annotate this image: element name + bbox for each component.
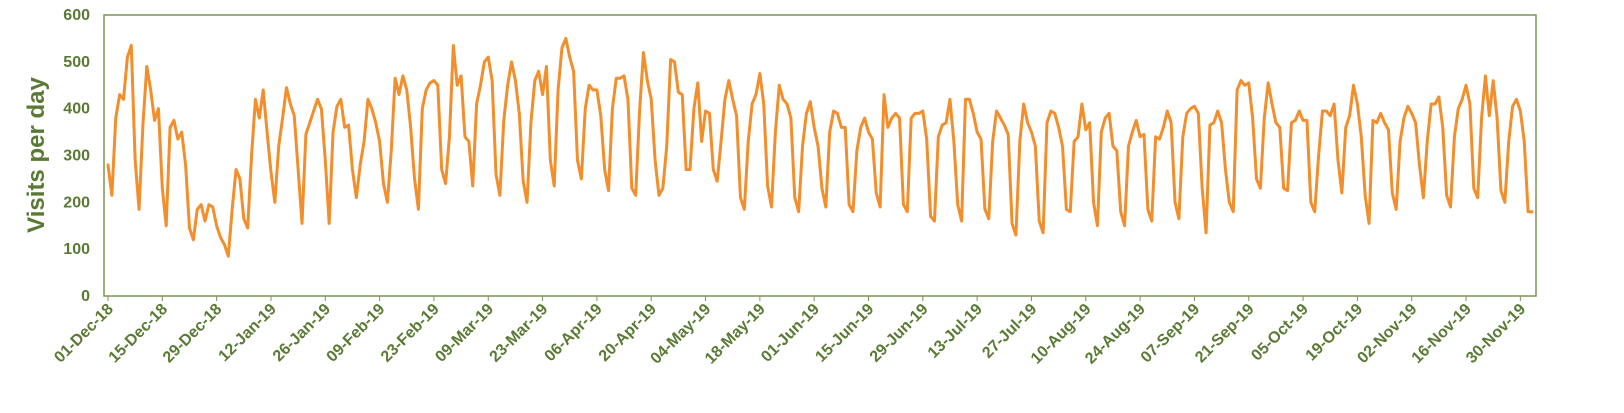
y-axis-title: Visits per day: [23, 77, 50, 233]
plot-area-frame: [103, 14, 1537, 297]
x-tick-label: 01-Jun-19: [758, 301, 823, 366]
x-tick-label: 05-Oct-19: [1248, 301, 1312, 365]
x-tick-label: 29-Jun-19: [867, 301, 932, 366]
series-line-visits: [106, 36, 1534, 258]
x-tick-label: 23-Mar-19: [487, 301, 552, 366]
x-tick-label: 09-Mar-19: [432, 301, 497, 366]
y-tick-label: 0: [81, 288, 90, 305]
y-tick-label: 100: [63, 241, 90, 258]
x-tick-label: 30-Nov-19: [1463, 301, 1529, 367]
x-tick-marks: [107, 296, 1521, 301]
x-tick-label: 15-Jun-19: [812, 301, 877, 366]
x-tick-label: 06-Apr-19: [542, 301, 606, 365]
x-tick-label: 23-Feb-19: [378, 301, 443, 366]
y-tick-label: 500: [63, 54, 90, 71]
y-tick-labels: 0 100 200 300 400 500 600: [63, 7, 90, 305]
x-tick-labels: 01-Dec-1815-Dec-1829-Dec-1812-Jan-1926-J…: [51, 301, 1529, 368]
x-tick-label: 09-Feb-19: [324, 301, 389, 366]
y-tick-label: 300: [63, 148, 90, 165]
y-tick-label: 200: [63, 194, 90, 211]
y-tick-label: 600: [63, 7, 90, 24]
y-tick-label: 400: [63, 101, 90, 118]
x-tick-label: 13-Jul-19: [925, 301, 986, 362]
x-tick-label: 29-Dec-18: [160, 301, 226, 367]
x-tick-label: 21-Sep-19: [1192, 301, 1258, 367]
x-tick-label: 12-Jan-19: [216, 301, 280, 365]
